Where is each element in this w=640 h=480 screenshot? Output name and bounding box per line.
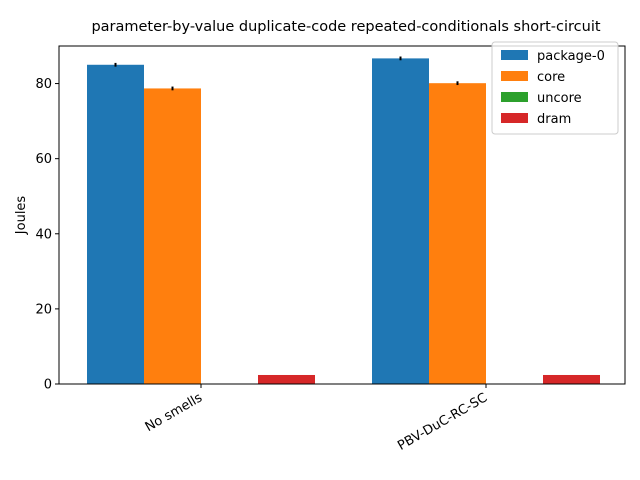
legend-label-package-0: package-0 bbox=[537, 49, 605, 64]
x-tick-label: No smells bbox=[143, 390, 205, 435]
y-tick-label: 60 bbox=[35, 152, 52, 167]
y-axis: 0 20 40 60 80 bbox=[35, 77, 59, 393]
y-tick-label: 20 bbox=[35, 302, 52, 317]
bar-dram-0 bbox=[258, 374, 315, 384]
y-tick-label: 0 bbox=[44, 378, 52, 393]
legend-swatch-dram bbox=[501, 113, 528, 123]
bar-package-0-1 bbox=[372, 58, 429, 384]
bar-dram-1 bbox=[543, 374, 600, 384]
bars-group bbox=[87, 58, 600, 385]
bar-core-0 bbox=[144, 88, 201, 384]
legend-label-uncore: uncore bbox=[537, 91, 582, 106]
legend-label-core: core bbox=[537, 70, 565, 85]
x-axis: No smells PBV-DuC-RC-SC bbox=[143, 384, 490, 454]
legend-swatch-package-0 bbox=[501, 50, 528, 60]
bar-core-1 bbox=[429, 83, 486, 385]
legend-swatch-core bbox=[501, 71, 528, 81]
chart-title: parameter-by-value duplicate-code repeat… bbox=[91, 19, 600, 35]
plot-frame bbox=[58, 45, 626, 385]
y-tick-label: 80 bbox=[35, 77, 52, 92]
legend-label-dram: dram bbox=[537, 112, 571, 127]
legend-swatch-uncore bbox=[501, 92, 528, 102]
y-tick-label: 40 bbox=[35, 227, 52, 242]
x-tick-label: PBV-DuC-RC-SC bbox=[395, 390, 490, 453]
y-axis-label: Joules bbox=[14, 196, 29, 236]
legend-box bbox=[491, 41, 619, 135]
bar-package-0-0 bbox=[87, 64, 144, 385]
error-bars-group bbox=[114, 56, 459, 91]
legend: package-0 core uncore dram bbox=[491, 41, 619, 135]
